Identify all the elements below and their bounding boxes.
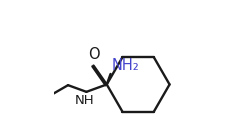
Text: NH: NH <box>74 94 94 107</box>
Text: NH₂: NH₂ <box>112 58 140 72</box>
Text: O: O <box>88 47 99 62</box>
